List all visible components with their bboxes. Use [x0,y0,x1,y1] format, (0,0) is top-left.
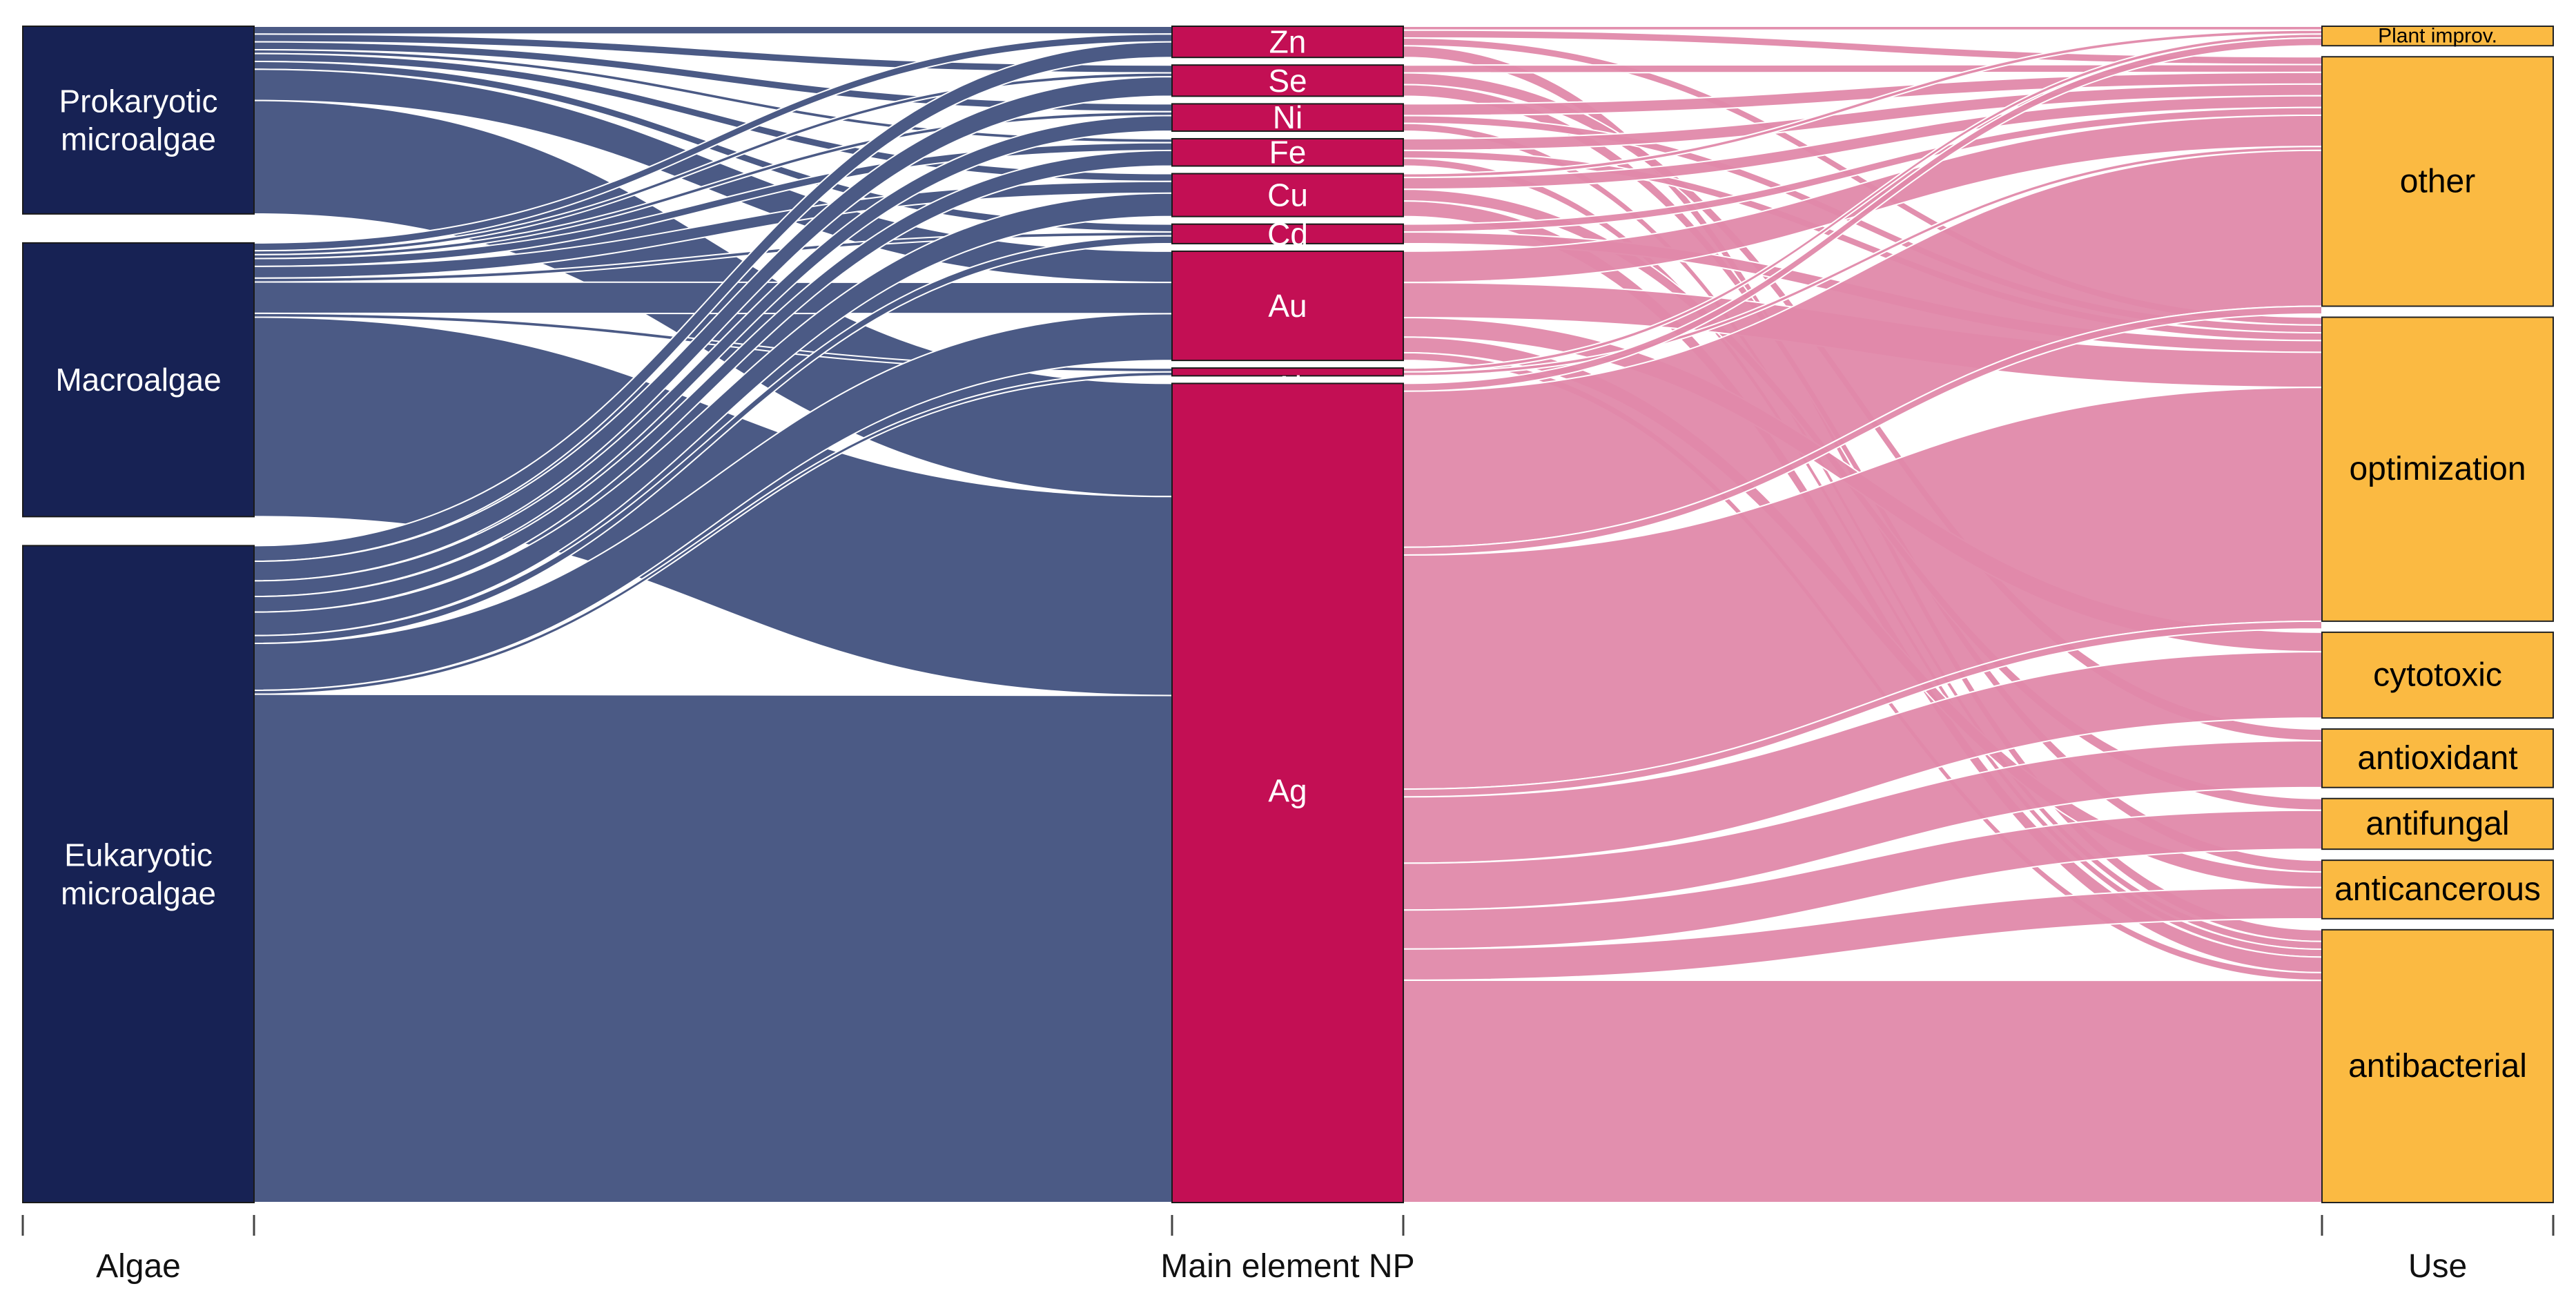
node-antifungal [2321,797,2554,850]
node-other [2321,56,2554,307]
node-prokaryotic-microalgae [22,26,255,215]
node-label-fe: Fe [1269,135,1307,171]
axis-label-use: Use [2408,1248,2467,1285]
node-label-cytotoxic: cytotoxic [2373,656,2502,693]
axis-label-element: Main element NP [1160,1248,1414,1285]
axis-label-algae: Algae [96,1248,181,1285]
node-fe [1171,137,1404,167]
node-macroalgae [22,242,255,518]
node-plant-improv [2321,26,2554,47]
node-label-cu: Cu [1267,177,1308,213]
flow-ag-to-other [1403,305,2323,556]
axes-layer: Algae Main element NP Use [21,1215,2555,1285]
node-anticancerous [2321,859,2554,920]
node-antioxidant [2321,728,2554,788]
node-label-eukaryotic-microalgae-2: microalgae [61,875,216,911]
node-label-prokaryotic-microalgae-1: Prokaryotic [59,83,217,119]
node-zn [1171,26,1404,59]
node-ag [1171,382,1404,1204]
flow-ag-to-antibacterial [1403,979,2323,1204]
node-label-antioxidant: antioxidant [2357,740,2517,777]
node-antibacterial [2321,928,2554,1204]
node-cd [1171,223,1404,244]
node-label-anticancerous: anticancerous [2334,871,2541,908]
node-label-zn: Zn [1269,24,1307,60]
node-label-macroalgae: Macroalgae [55,362,221,398]
node-label-other: other [2400,163,2475,200]
node-eukaryotic-microalgae [22,545,255,1203]
node-label-au: Au [1268,288,1307,324]
node-al [1171,367,1404,377]
node-optimization [2321,316,2554,622]
flow-ag-to-optimization [1403,620,2323,798]
node-label-prokaryotic-microalgae-2: microalgae [61,121,216,157]
node-cu [1171,173,1404,217]
node-label-ag: Ag [1268,772,1307,808]
flow-zn-to-plant-improv [1403,25,2323,31]
node-label-ni: Ni [1273,99,1302,135]
flow-se-to-other [1403,64,2323,74]
node-label-antibacterial: antibacterial [2348,1048,2527,1085]
node-label-plant-improv: Plant improv. [2378,25,2497,48]
node-label-antifungal: antifungal [2365,806,2509,842]
flow-eukaryotic-microalgae-to-ag [253,693,1173,1204]
node-au [1171,250,1404,362]
node-label-eukaryotic-microalgae-1: Eukaryotic [64,837,213,873]
node-ni [1171,103,1404,132]
node-label-optimization: optimization [2349,451,2526,487]
node-label-cd: Cd [1267,216,1308,252]
nodes-layer: ProkaryoticmicroalgaeMacroalgaeEukaryoti… [22,24,2554,1204]
node-label-se: Se [1268,63,1307,99]
flow-prokaryotic-microalgae-to-zn [253,25,1173,35]
node-se [1171,64,1404,97]
flows-layer [253,25,2323,1204]
node-cytotoxic [2321,631,2554,719]
